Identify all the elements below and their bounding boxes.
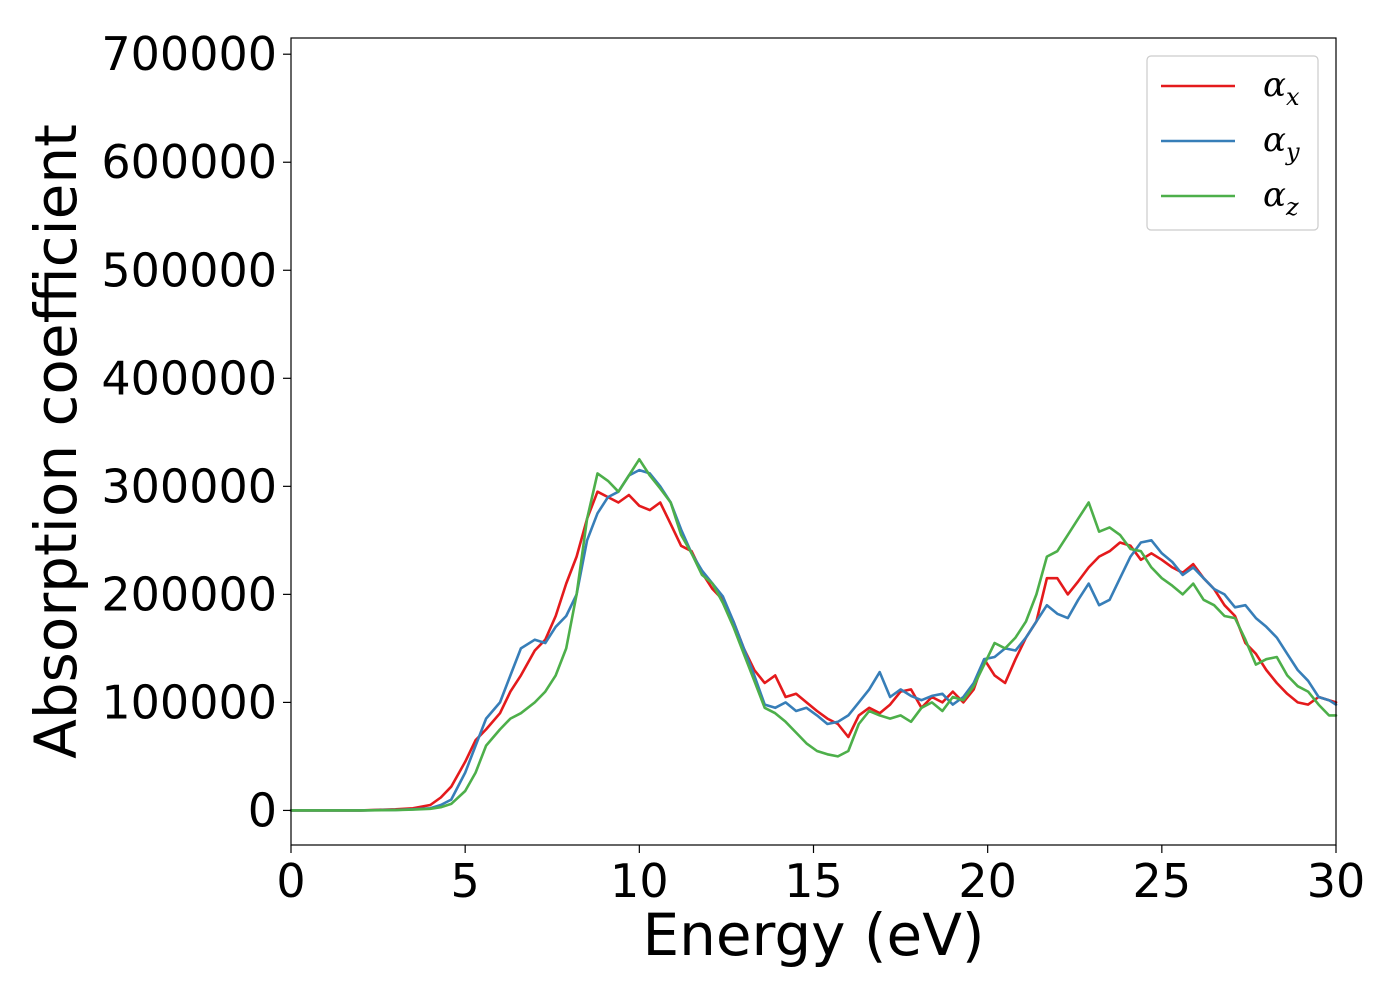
series-line-z <box>289 457 1338 812</box>
series-layer <box>289 457 1338 812</box>
x-tick-label: 0 <box>276 854 305 908</box>
y-tick-label: 400000 <box>101 351 277 405</box>
series-line-x <box>289 490 1338 812</box>
series-line-y <box>289 468 1338 812</box>
legend-label-x: αx <box>1263 65 1300 111</box>
x-tick-label: 15 <box>784 854 843 908</box>
x-tick-label: 25 <box>1133 854 1192 908</box>
legend-label-base: α <box>1263 65 1286 105</box>
legend-box <box>1146 55 1319 231</box>
y-tick-label: 600000 <box>101 135 277 189</box>
legend-label-subscript: z <box>1285 193 1299 221</box>
legend-label-subscript: x <box>1286 83 1300 111</box>
legend-label-y: αy <box>1263 120 1300 166</box>
y-tick-label: 0 <box>248 783 277 837</box>
y-tick-label: 500000 <box>101 243 277 297</box>
y-axis-ticks: 0 100000 200000 300000 400000 500000 600000 700… <box>101 27 291 837</box>
y-tick-label: 100000 <box>101 675 277 729</box>
x-axis-ticks: 0 5 10 15 20 25 30 <box>276 845 1365 908</box>
x-tick-label: 20 <box>958 854 1017 908</box>
y-tick-label: 300000 <box>101 459 277 513</box>
legend-label-base: α <box>1263 120 1286 160</box>
legend-label-z: αz <box>1263 175 1299 221</box>
x-tick-label: 30 <box>1307 854 1366 908</box>
x-axis-label: Energy (eV) <box>642 901 984 969</box>
legend-label-subscript: y <box>1285 138 1300 166</box>
x-tick-label: 10 <box>610 854 669 908</box>
y-tick-label: 200000 <box>101 567 277 621</box>
legend-label-base: α <box>1263 175 1286 215</box>
y-axis-label: Absorption coefficient <box>22 124 90 759</box>
y-tick-label: 700000 <box>101 27 277 81</box>
x-tick-label: 5 <box>451 854 480 908</box>
